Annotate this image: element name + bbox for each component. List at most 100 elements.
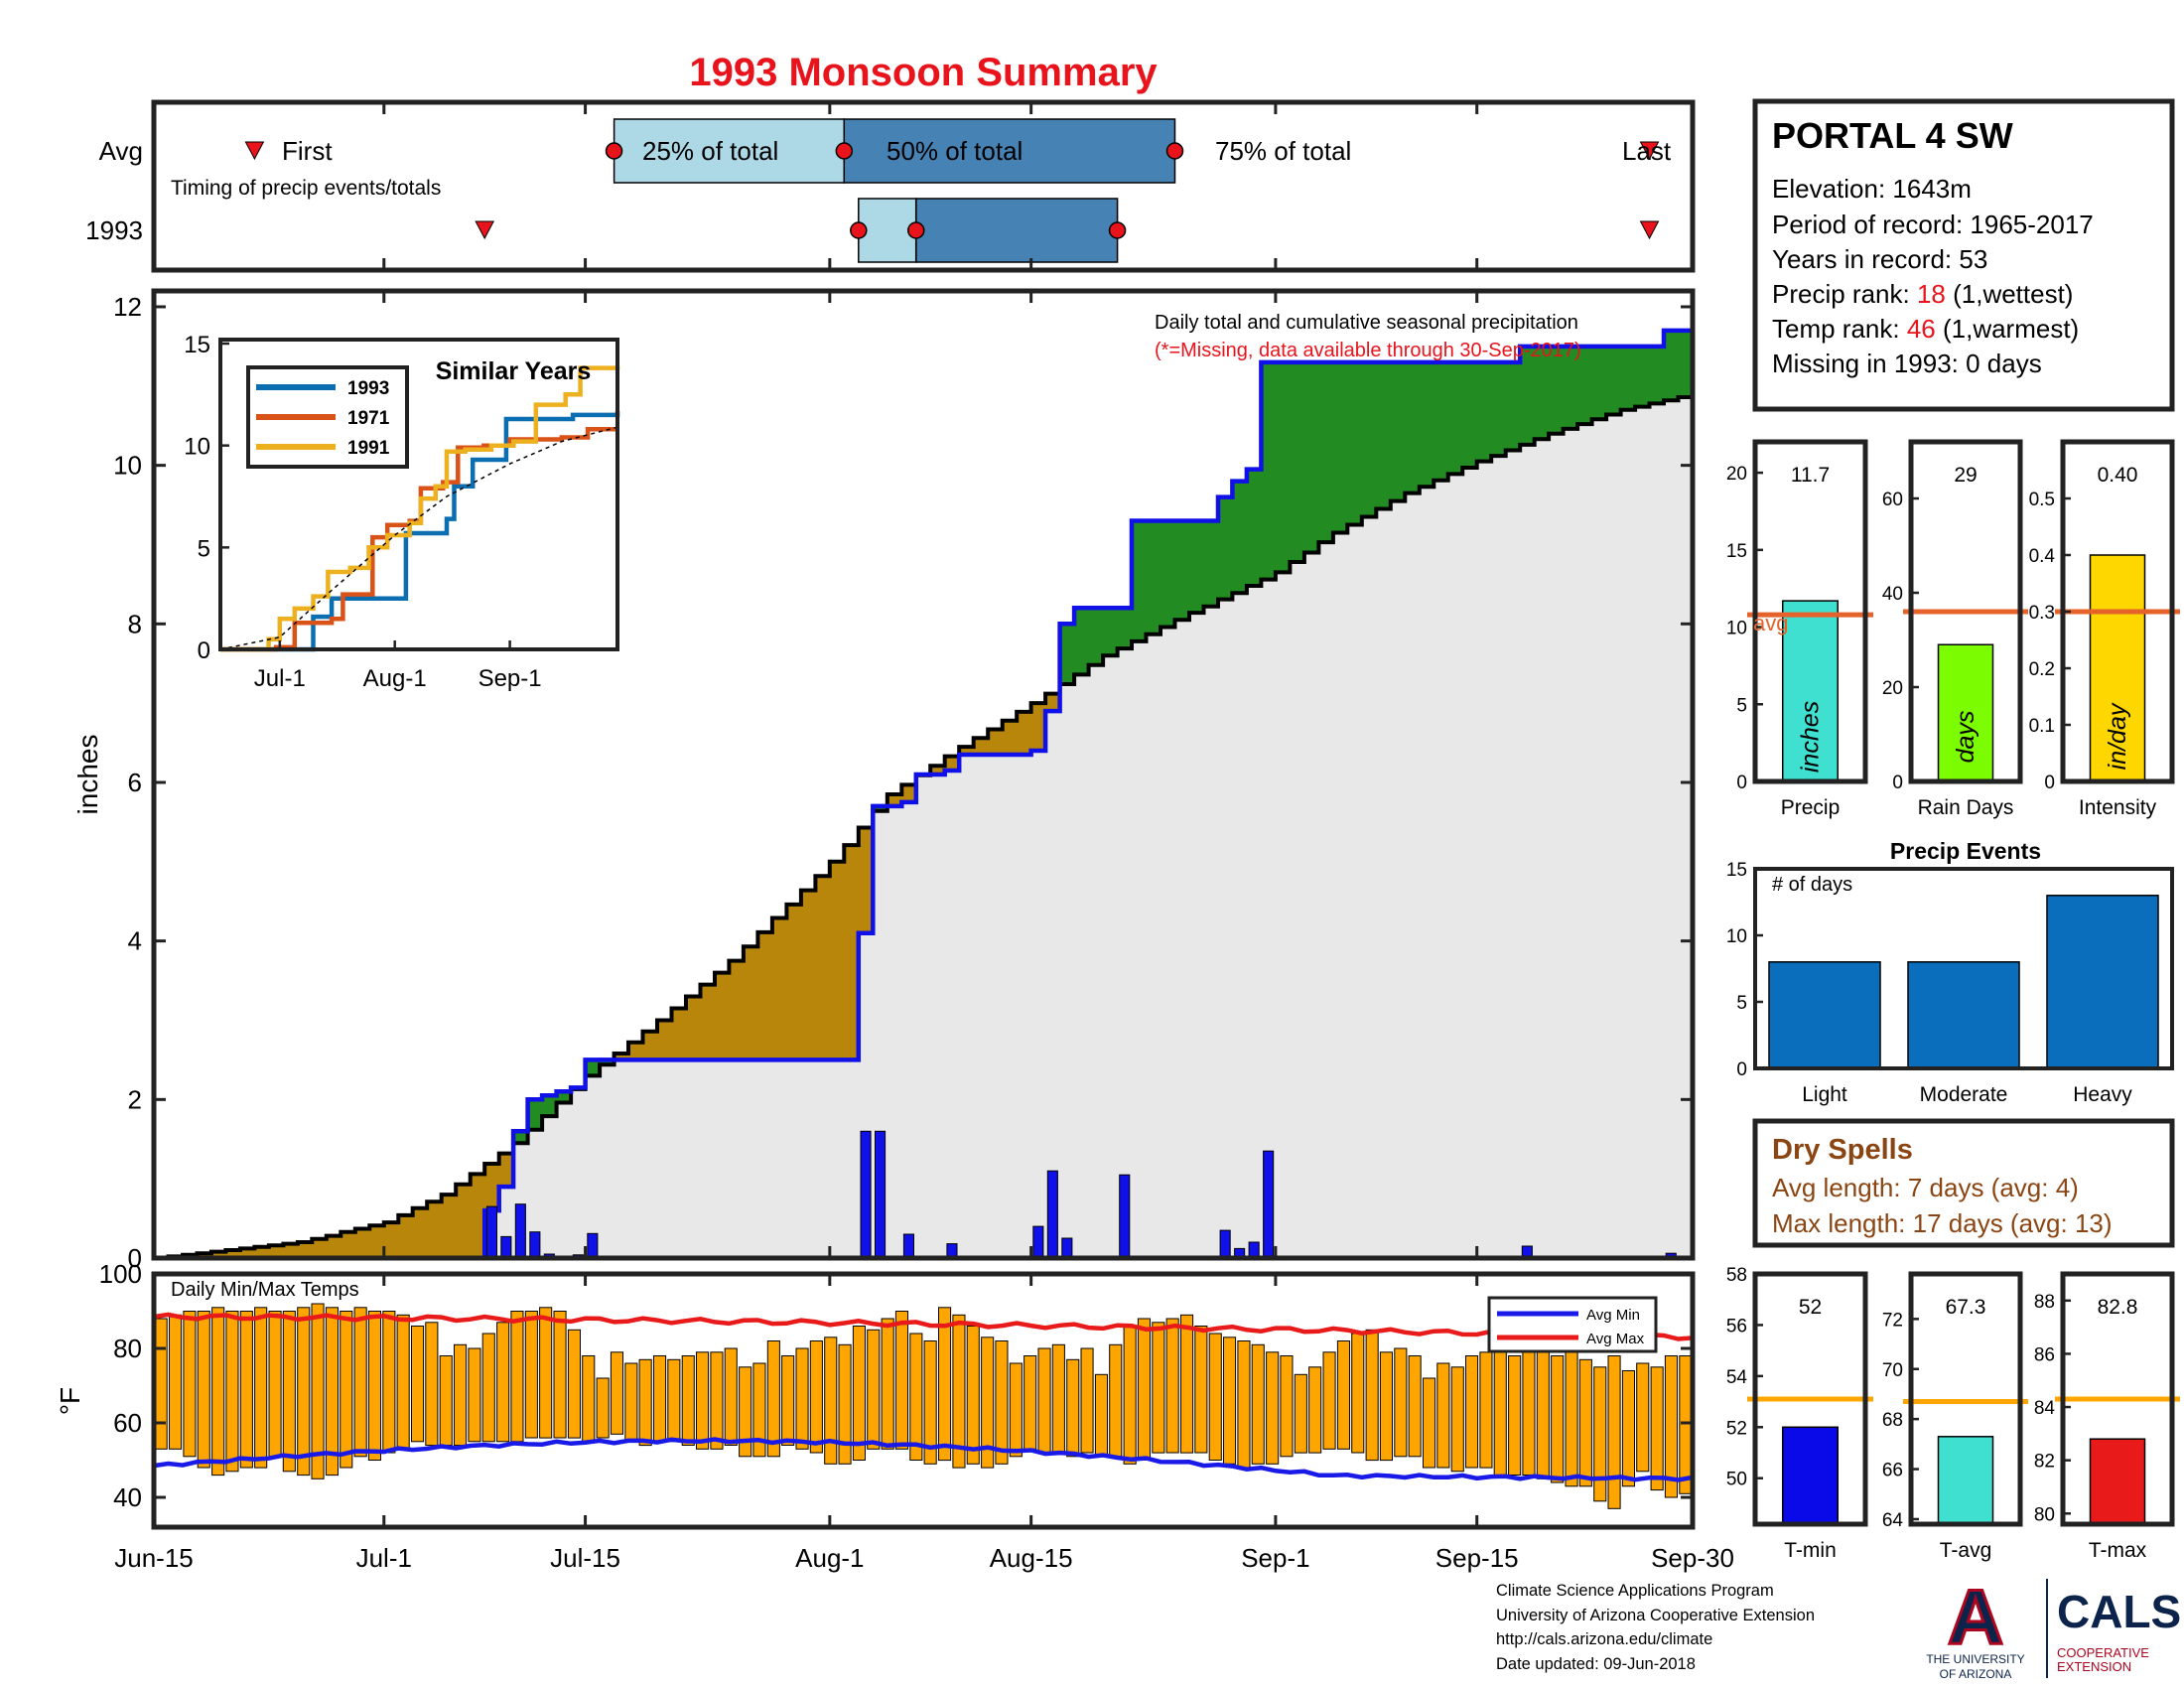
daily-temp-bar (539, 1307, 553, 1439)
timing-avg-first-marker (244, 141, 265, 161)
mini-chart-frame (1752, 439, 1868, 784)
dry-spells-box: Dry Spells Avg length: 7 days (avg: 4) M… (1752, 1118, 2175, 1248)
main-ytick-label: 4 (128, 926, 142, 956)
daily-temp-bar (567, 1329, 582, 1439)
daily-temp-bar (1479, 1351, 1493, 1469)
dry-spells-avg-length: Avg length: 7 days (avg: 4) (1772, 1173, 2079, 1202)
mini-chart-season_tmax: 82.8 T-max 80 82 84 86 88 (2034, 1271, 2180, 1562)
daily-temp-bar (367, 1311, 381, 1461)
mini-chart-ytick-label: 66 (1882, 1461, 1903, 1481)
inset-line-1993 (220, 410, 620, 652)
mini-chart-ytick-label: 50 (1726, 1470, 1747, 1490)
daily-temp-bar (382, 1311, 396, 1454)
station-years: Years in record: 53 (1772, 244, 1987, 274)
daily-precip-bar (1046, 1170, 1058, 1259)
precip-events-chart: Precip Events Light Moderate Heavy # of da… (1726, 838, 2174, 1106)
daily-temp-bar (1024, 1355, 1037, 1450)
daily-temp-bar (1180, 1314, 1194, 1454)
mini-chart-frame (1908, 1271, 2023, 1527)
inset-xtick-label: Aug-1 (363, 665, 427, 692)
daily-temp-bar (1336, 1340, 1351, 1450)
daily-temp-bar (297, 1307, 311, 1477)
daily-temp-bar (340, 1311, 353, 1469)
daily-temp-bar (596, 1377, 610, 1439)
daily-temp-bar (311, 1303, 325, 1479)
temps-xtick-label: Sep-1 (1241, 1543, 1309, 1573)
daily-temp-bar (1394, 1347, 1408, 1458)
timing-avg-p25-marker (605, 142, 623, 160)
daily-temp-bar (353, 1307, 367, 1458)
events-frame (1753, 867, 2174, 1070)
timing-year-p75-marker (1108, 221, 1127, 239)
events-ytick-label: 10 (1726, 926, 1747, 947)
daily-temp-bar (966, 1326, 980, 1465)
daily-temp-bar (1152, 1322, 1165, 1454)
temps-ytick-label: 40 (113, 1482, 142, 1512)
footer-url[interactable]: http://cals.arizona.edu/climate (1496, 1630, 1713, 1648)
events-xlabel: Light (1802, 1083, 1847, 1106)
daily-temp-bar (1408, 1355, 1422, 1458)
daily-precip-bar (529, 1231, 541, 1259)
daily-precip-bar (875, 1130, 887, 1259)
mini-chart-ytick-label: 68 (1882, 1410, 1903, 1431)
daily-precip-bar (1119, 1174, 1131, 1259)
daily-temp-bar (894, 1311, 909, 1450)
daily-temp-bar (1208, 1333, 1222, 1461)
daily-temp-bar (1593, 1366, 1607, 1502)
events-title: Precip Events (1890, 838, 2041, 864)
daily-temp-bar (1551, 1355, 1565, 1483)
daily-temp-bar (1094, 1373, 1109, 1458)
daily-temp-bar (1351, 1333, 1365, 1454)
daily-temp-bar (781, 1355, 795, 1446)
temps-xtick-label: Jul-15 (550, 1543, 620, 1573)
mini-chart-bar (1782, 1426, 1839, 1525)
inset-title: Similar Years (436, 357, 592, 385)
main-plot-frame (151, 288, 1696, 1261)
daily-temp-bar (396, 1314, 410, 1450)
daily-temp-bar (553, 1311, 567, 1439)
temp-rank-value: 46 (1907, 314, 1936, 344)
daily-temp-bar (766, 1340, 780, 1458)
temps-ytick-label: 60 (113, 1408, 142, 1438)
daily-temp-bar (867, 1329, 881, 1450)
timing-avg-q1-box (613, 118, 846, 184)
daily-temp-bar (852, 1326, 867, 1461)
daily-temp-bar (1522, 1347, 1536, 1476)
events-ytick-label: 15 (1726, 860, 1747, 881)
daily-temp-bar (1607, 1355, 1621, 1509)
mini-chart-ytick-label: 15 (1726, 541, 1747, 562)
temps-label: Daily Min/Max Temps (171, 1279, 359, 1301)
daily-temp-bar (1565, 1343, 1578, 1487)
mini-chart-xlabel: Rain Days (1918, 796, 2014, 819)
main-ytick-label: 10 (113, 451, 142, 481)
daily-temp-bar (183, 1311, 197, 1458)
daily-temp-bar (681, 1355, 695, 1446)
mini-chart-season_intensity: 0.40 Intensity 0 0.1 0.2 0.3 0.4 0.5 in/day (2029, 439, 2180, 819)
daily-temp-bar (923, 1340, 937, 1465)
legend-1993-label: 1993 (347, 378, 389, 399)
daily-temp-bar (1621, 1370, 1636, 1487)
station-precip-rank: Precip rank: 18 (1,wettest) (1772, 279, 2073, 309)
inset-legend: 1993 1971 1991 (246, 365, 409, 469)
daily-temp-bar (739, 1366, 752, 1458)
footer-university: University of Arizona Cooperative Extens… (1496, 1606, 1815, 1624)
station-elevation: Elevation: 1643m (1772, 174, 1972, 204)
mini-chart-unit-label: days (1952, 711, 1979, 764)
timing-year-q1-box (858, 198, 917, 263)
mini-chart-ytick-label: 58 (1726, 1265, 1747, 1286)
daily-temp-bar (1636, 1362, 1650, 1473)
daily-temp-bar (1423, 1377, 1436, 1469)
mini-chart-ytick-label: 20 (1726, 464, 1747, 485)
daily-temp-bar (1194, 1326, 1208, 1454)
daily-temp-bar (481, 1333, 495, 1443)
missing-note: (*=Missing, data available through 30-Se… (1155, 340, 1581, 361)
daily-temp-bar (524, 1311, 538, 1439)
daily-temps-chart: Daily Min/Max Temps °F 40 60 80 100 Jun-15 J… (55, 1259, 1734, 1573)
events-bar-moderate (1907, 961, 2020, 1069)
daily-precip-bar (514, 1203, 526, 1259)
daily-temp-bar (1664, 1355, 1679, 1498)
daily-temp-bar (268, 1311, 282, 1458)
station-box-frame (1752, 98, 2175, 412)
footer: Climate Science Applications Program Uni… (1496, 1579, 1815, 1676)
